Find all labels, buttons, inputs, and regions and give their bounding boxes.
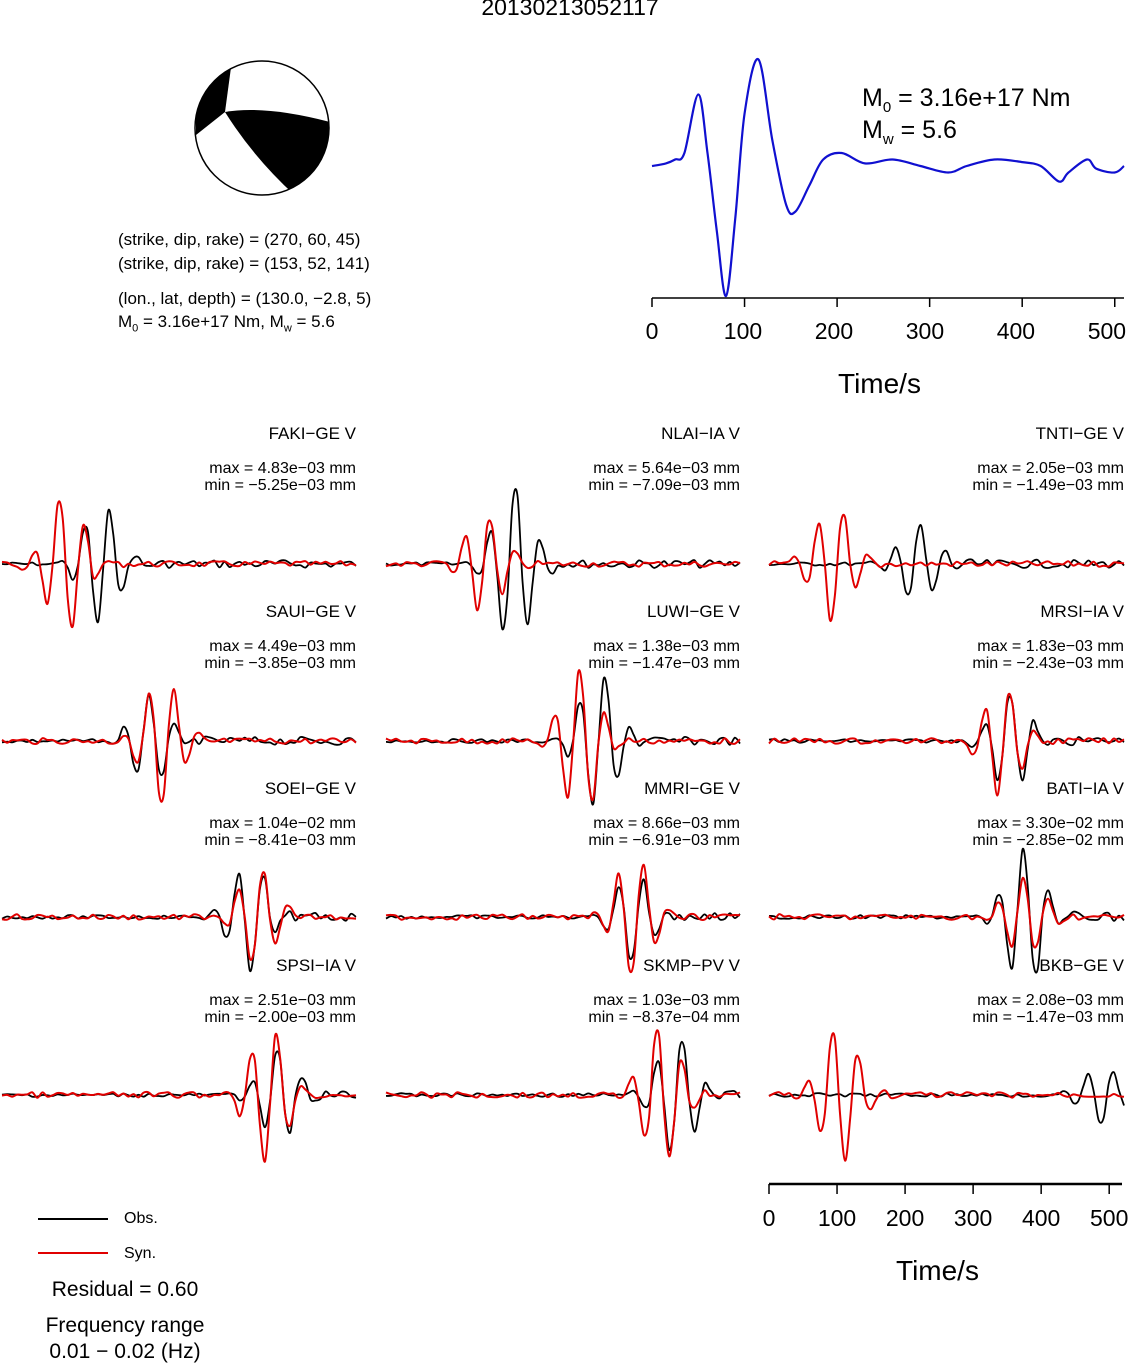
stf-x-tick-label: 400: [996, 318, 1036, 344]
event-location: (lon., lat, depth) = (130.0, −2.8, 5): [118, 289, 372, 308]
station-max-amplitude: max = 8.66e−03 mm: [593, 815, 740, 832]
observed-waveform: [768, 524, 1125, 596]
waveform-x-tick-label: 500: [1090, 1205, 1129, 1231]
waveform-x-tick-label: 300: [953, 1205, 993, 1231]
station-name: FAKI−GE V: [268, 424, 356, 443]
synthetic-waveform: [768, 876, 1125, 949]
station-waveform-pair: [768, 1032, 1125, 1162]
stf-x-tick-label: 300: [905, 318, 945, 344]
station-name: TNTI−GE V: [1035, 424, 1124, 443]
station-name: NLAI−IA V: [661, 424, 740, 443]
synthetic-waveform: [385, 669, 741, 802]
station-min-amplitude: min = −1.47e−03 mm: [588, 655, 740, 672]
station-waveform-pair: [385, 863, 741, 974]
station-max-amplitude: max = 2.51e−03 mm: [209, 992, 356, 1009]
stf-x-tick-label: 200: [814, 318, 854, 344]
stf-x-tick-label: 500: [1087, 318, 1127, 344]
station-name: MRSI−IA V: [1040, 602, 1124, 621]
waveform-x-axis-title: Time/s: [896, 1255, 979, 1286]
station-name: BATI−IA V: [1046, 779, 1124, 798]
station-min-amplitude: min = −1.47e−03 mm: [972, 1009, 1124, 1026]
station-min-amplitude: min = −8.37e−04 mm: [588, 1009, 740, 1026]
frequency-range-value: 0.01 − 0.02 (Hz): [49, 1340, 201, 1363]
page-title: 20130213052117: [481, 0, 659, 20]
station-max-amplitude: max = 1.83e−03 mm: [977, 638, 1124, 655]
station-max-amplitude: max = 1.03e−03 mm: [593, 992, 740, 1009]
synthetic-waveform: [768, 692, 1125, 797]
stf-moment-label: M0 = 3.16e+17 Nm: [862, 84, 1071, 116]
station-waveform-pair: [768, 513, 1125, 623]
station-name: SOEI−GE V: [264, 779, 356, 798]
waveform-x-tick-label: 400: [1021, 1205, 1061, 1231]
station-waveform-pair: [385, 488, 741, 631]
station-min-amplitude: min = −2.00e−03 mm: [204, 1009, 356, 1026]
waveform-x-tick-label: 100: [817, 1205, 857, 1231]
station-min-amplitude: min = −2.85e−02 mm: [972, 832, 1124, 849]
synthetic-waveform: [768, 513, 1125, 623]
station-name: SKMP−PV V: [643, 956, 740, 975]
station-name: SPSI−IA V: [276, 956, 356, 975]
station-max-amplitude: max = 5.64e−03 mm: [593, 460, 740, 477]
synthetic-waveform: [1, 500, 357, 629]
station-name: LUWI−GE V: [646, 602, 740, 621]
station-max-amplitude: max = 1.38e−03 mm: [593, 638, 740, 655]
station-max-amplitude: max = 4.83e−03 mm: [209, 460, 356, 477]
station-min-amplitude: min = −2.43e−03 mm: [972, 655, 1124, 672]
nodal-plane-2: (strike, dip, rake) = (153, 52, 141): [118, 254, 370, 273]
synthetic-waveform: [1, 871, 357, 961]
station-waveform-pair: [1, 500, 357, 629]
stf-curve: [651, 58, 1125, 298]
station-max-amplitude: max = 1.04e−02 mm: [209, 815, 356, 832]
station-name: SAUI−GE V: [265, 602, 356, 621]
station-min-amplitude: min = −1.49e−03 mm: [972, 477, 1124, 494]
synthetic-waveform: [385, 863, 741, 974]
synthetic-waveform: [1, 1032, 357, 1163]
stf-magnitude-label: Mw = 5.6: [862, 116, 957, 148]
station-max-amplitude: max = 3.30e−02 mm: [977, 815, 1124, 832]
station-waveform-pair: [385, 1029, 741, 1158]
station-min-amplitude: min = −5.25e−03 mm: [204, 477, 356, 494]
station-min-amplitude: min = −6.91e−03 mm: [588, 832, 740, 849]
synthetic-waveform: [385, 519, 741, 612]
station-waveform-pair: [768, 847, 1125, 974]
station-waveform-pair: [1, 687, 357, 803]
station-min-amplitude: min = −8.41e−03 mm: [204, 832, 356, 849]
observed-waveform: [1, 508, 357, 624]
waveform-x-tick-label: 200: [885, 1205, 925, 1231]
stf-x-tick-label: 100: [723, 318, 763, 344]
stf-x-axis-title: Time/s: [838, 368, 921, 399]
station-name: MMRI−GE V: [644, 779, 740, 798]
residual-label: Residual = 0.60: [51, 1278, 199, 1301]
station-waveform-pair: [1, 871, 357, 973]
beachball-compressional-quadrant: [225, 109, 329, 195]
observed-waveform: [768, 847, 1125, 974]
station-max-amplitude: max = 2.05e−03 mm: [977, 460, 1124, 477]
stf-x-tick-label: 0: [645, 318, 659, 344]
legend-obs-label: Obs.: [124, 1210, 158, 1227]
observed-waveform: [1, 1050, 357, 1134]
legend-syn-label: Syn.: [124, 1245, 157, 1262]
station-waveform-pair: [385, 669, 741, 806]
station-min-amplitude: min = −3.85e−03 mm: [204, 655, 356, 672]
station-name: BKB−GE V: [1039, 956, 1124, 975]
synthetic-waveform: [385, 1029, 741, 1158]
station-waveform-pair: [1, 1032, 357, 1163]
frequency-range-label: Frequency range: [45, 1314, 205, 1337]
waveform-x-tick-label: 0: [762, 1205, 776, 1231]
synthetic-waveform: [1, 687, 357, 803]
station-max-amplitude: max = 4.49e−03 mm: [209, 638, 356, 655]
station-waveform-pair: [768, 692, 1125, 797]
synthetic-waveform: [768, 1032, 1125, 1162]
event-moment: M0 = 3.16e+17 Nm, Mw = 5.6: [118, 312, 335, 335]
nodal-plane-1: (strike, dip, rake) = (270, 60, 45): [118, 230, 361, 249]
station-min-amplitude: min = −7.09e−03 mm: [588, 477, 740, 494]
station-max-amplitude: max = 2.08e−03 mm: [977, 992, 1124, 1009]
